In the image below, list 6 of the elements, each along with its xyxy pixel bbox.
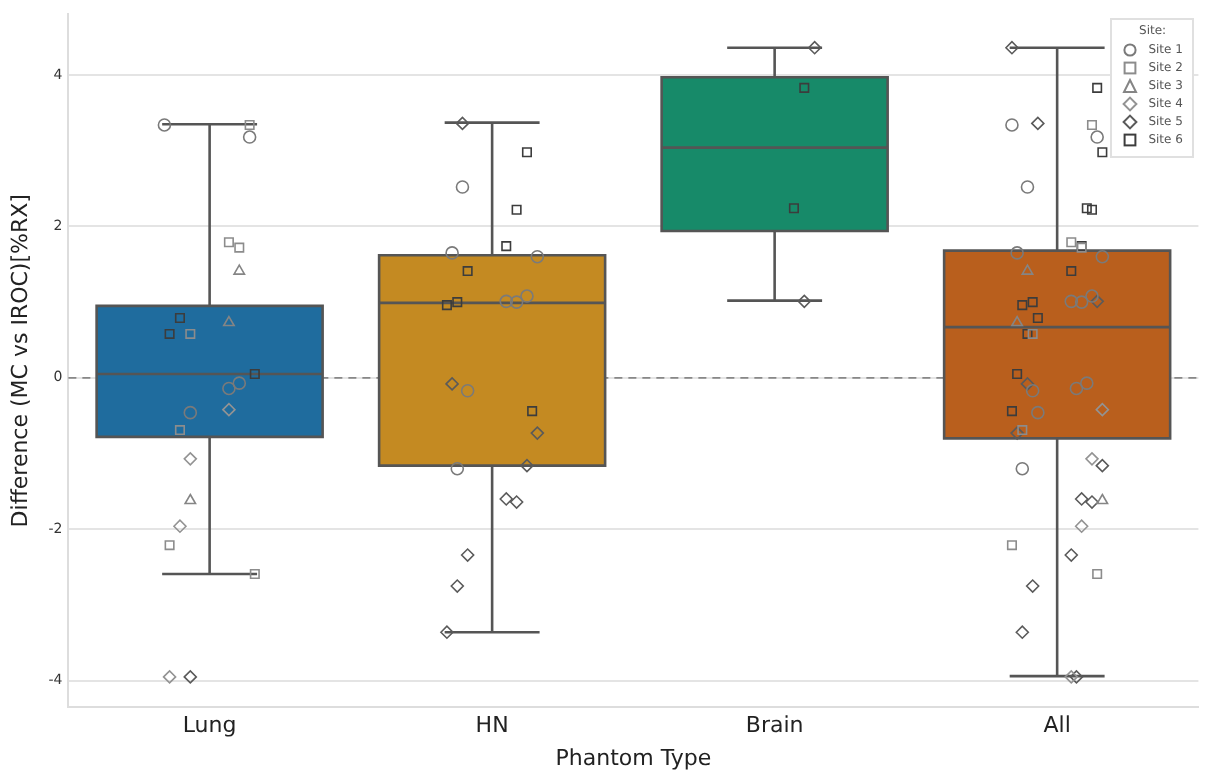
y-axis-title: Difference (MC vs IROC)[%RX]: [6, 194, 33, 528]
x-tick-label: HN: [475, 712, 509, 739]
x-tick-label: Lung: [182, 712, 237, 739]
x-tick-label: Brain: [745, 712, 804, 739]
x-axis-title: Phantom Type: [555, 744, 712, 771]
x-tick-label: All: [1043, 712, 1071, 739]
